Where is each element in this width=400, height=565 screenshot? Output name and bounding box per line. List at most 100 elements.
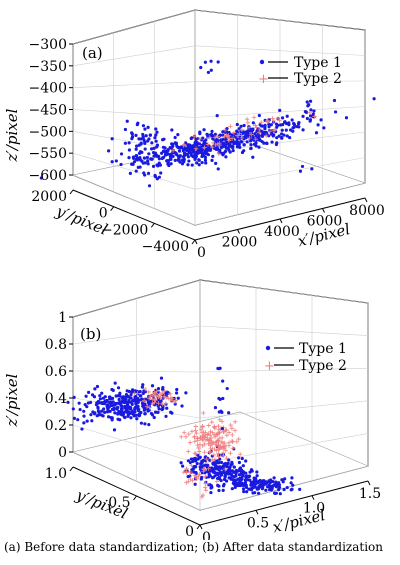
type1-point [242,149,246,153]
type1-point [146,162,150,166]
type1-point [143,412,147,416]
type2-point [153,397,158,403]
type1-point [119,152,124,156]
type1-point [228,466,232,470]
panel-b: 10.80.60.40.201.00.50 00.51.01.5 (b) z′/p… [3,279,381,540]
type1-point [280,128,284,132]
grid-line [72,109,196,118]
type2-point [156,401,161,406]
type1-point [82,409,86,413]
type1-point [251,155,255,159]
type1-point [130,162,135,166]
type2-point [158,392,164,397]
type1-point [178,154,182,158]
type1-point [231,149,235,153]
type1-point [168,146,172,150]
y-tick-mark [196,524,201,530]
type2-point [181,430,187,435]
legend-a-type1-label: Type 1 [294,55,342,71]
x-tick-mark [237,229,240,234]
type2-point [239,135,245,141]
type1-point [267,134,271,138]
type2-point [216,451,221,456]
type2-point [203,488,209,493]
type1-point [225,470,229,474]
type1-point [204,161,208,165]
type1-point [220,427,225,431]
type2-point [226,133,231,138]
type1-point [217,488,221,493]
type1-point [333,110,338,114]
x-tick-mark [279,218,283,224]
type2-point [203,474,208,479]
type2-point [216,441,221,447]
type1-point [114,401,119,406]
type1-point [285,485,289,490]
type2-point [219,435,225,441]
y-tick-label: −4000 [142,239,189,255]
type1-point [179,461,183,465]
type1-point [202,154,206,158]
type1-point [102,401,106,406]
type2-point [201,410,206,416]
type1-point [211,154,215,158]
type1-point [277,134,281,138]
type1-point [154,153,158,157]
z-tick-label: 1 [58,310,67,326]
grid-line [199,279,369,304]
type2-point [228,451,233,456]
type1-point [250,482,254,486]
type1-point [119,162,123,167]
type1-point [132,413,136,417]
y-tick-label: 1.0 [45,466,67,482]
type1-point [264,130,268,134]
type1-point [203,60,207,64]
type2-point [246,125,252,130]
type2-point [312,114,317,119]
type1-point [230,474,234,478]
type1-point [160,156,164,161]
type2-point [152,400,157,405]
type1-point [267,125,271,129]
type2-point [222,466,228,472]
y-tick-label: 0 [99,206,108,222]
type2-point [253,123,258,128]
type1-point [142,171,146,175]
type1-point [186,475,190,479]
type1-point [308,99,313,103]
type1-point [206,70,210,75]
z-tick-label: 0.4 [45,391,67,407]
type1-point [245,140,249,144]
type1-point [118,391,122,395]
type1-point [134,169,138,173]
type1-point [141,383,145,387]
type1-point [272,476,276,480]
legend-a-type1-marker [259,59,265,65]
type2-point [141,398,147,403]
type1-point [140,150,144,154]
x-tick-label: 0 [202,530,211,540]
type1-point [123,127,128,132]
type1-point [170,128,174,132]
type1-point [195,161,199,165]
type2-point [253,136,258,142]
x-tick-label: 2000 [222,235,258,251]
type1-point [114,159,118,163]
type1-point [168,157,172,162]
type2-point [222,440,227,446]
type1-point [221,130,225,134]
type1-point [210,129,214,134]
type1-point [254,144,258,148]
type1-point [227,458,231,462]
type2-point [212,446,217,452]
type1-point [242,143,246,147]
type1-point [66,400,70,404]
type1-point [134,147,138,151]
type1-point [289,481,293,485]
type1-point [160,407,164,412]
type1-point [295,124,299,129]
type1-point [200,147,205,152]
type1-point [140,159,144,163]
type1-point [269,478,273,482]
type2-point [271,118,276,124]
